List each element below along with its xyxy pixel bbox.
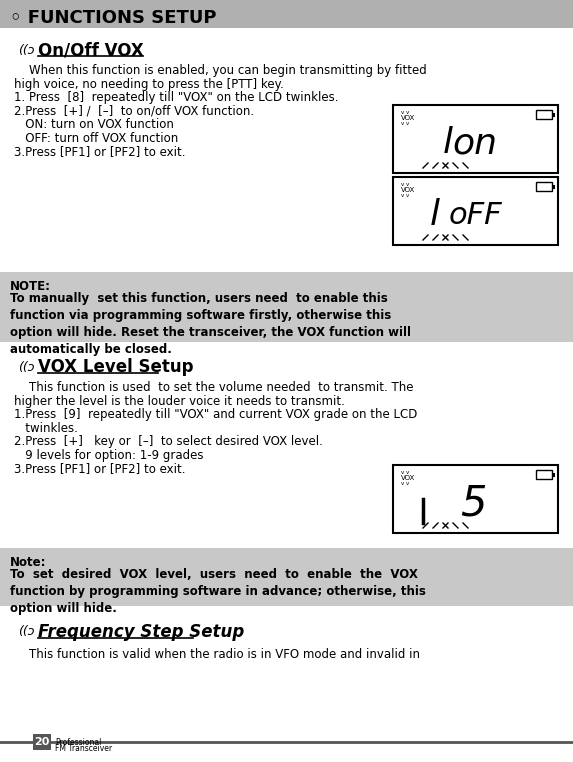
Text: l: l bbox=[430, 198, 440, 232]
Text: 3.Press [PF1] or [PF2] to exit.: 3.Press [PF1] or [PF2] to exit. bbox=[14, 462, 186, 475]
Text: FM Transceiver: FM Transceiver bbox=[55, 744, 112, 753]
Text: higher the level is the louder voice it needs to transmit.: higher the level is the louder voice it … bbox=[14, 395, 345, 408]
Bar bbox=[0, 548, 573, 606]
Bar bbox=[0, 272, 573, 342]
Text: VOX Level Setup: VOX Level Setup bbox=[38, 358, 194, 376]
Text: VOX: VOX bbox=[401, 187, 415, 193]
Bar bbox=[552, 113, 555, 117]
Bar bbox=[0, 0, 573, 28]
Text: When this function is enabled, you can begin transmitting by fitted: When this function is enabled, you can b… bbox=[14, 64, 427, 77]
Text: v v: v v bbox=[401, 470, 409, 475]
Text: ((ɔ: ((ɔ bbox=[18, 43, 34, 56]
Bar bbox=[393, 465, 558, 533]
Bar bbox=[393, 177, 558, 245]
Text: v v: v v bbox=[401, 481, 409, 486]
Bar bbox=[536, 110, 552, 119]
Text: v v: v v bbox=[401, 193, 409, 198]
Text: twinkles.: twinkles. bbox=[14, 421, 78, 434]
Text: To manually  set this function, users need  to enable this
function via programm: To manually set this function, users nee… bbox=[10, 292, 411, 356]
Text: l: l bbox=[443, 126, 453, 160]
Text: ON: turn on VOX function: ON: turn on VOX function bbox=[14, 118, 174, 131]
Text: 2.Press  [+]   key or  [–]  to select desired VOX level.: 2.Press [+] key or [–] to select desired… bbox=[14, 435, 323, 448]
Text: 1. Press  [8]  repeatedly till "VOX" on the LCD twinkles.: 1. Press [8] repeatedly till "VOX" on th… bbox=[14, 91, 339, 104]
Text: high voice, no needing to press the [PTT] key.: high voice, no needing to press the [PTT… bbox=[14, 78, 284, 91]
Text: To  set  desired  VOX  level,  users  need  to  enable  the  VOX
function by pro: To set desired VOX level, users need to … bbox=[10, 568, 426, 615]
Text: VOX: VOX bbox=[401, 115, 415, 121]
Bar bbox=[536, 182, 552, 191]
Text: 9 levels for option: 1-9 grades: 9 levels for option: 1-9 grades bbox=[14, 449, 203, 462]
Bar bbox=[552, 185, 555, 189]
Text: Note:: Note: bbox=[10, 556, 46, 569]
Text: on: on bbox=[453, 126, 497, 160]
Text: ((ɔ: ((ɔ bbox=[18, 626, 34, 639]
Text: 1.Press  [9]  repeatedly till "VOX" and current VOX grade on the LCD: 1.Press [9] repeatedly till "VOX" and cu… bbox=[14, 408, 417, 421]
Text: NOTE:: NOTE: bbox=[10, 280, 51, 293]
Bar bbox=[33, 734, 51, 750]
Text: v v: v v bbox=[401, 110, 409, 115]
Text: v v: v v bbox=[401, 121, 409, 126]
Text: ◦ FUNCTIONS SETUP: ◦ FUNCTIONS SETUP bbox=[10, 9, 217, 27]
Bar bbox=[536, 470, 552, 479]
Text: v v: v v bbox=[401, 182, 409, 187]
Bar bbox=[552, 473, 555, 477]
Text: This function is used  to set the volume needed  to transmit. The: This function is used to set the volume … bbox=[14, 381, 414, 394]
Text: VOX: VOX bbox=[401, 475, 415, 481]
Text: oFF: oFF bbox=[448, 200, 502, 229]
Text: 3.Press [PF1] or [PF2] to exit.: 3.Press [PF1] or [PF2] to exit. bbox=[14, 145, 186, 158]
Text: OFF: turn off VOX function: OFF: turn off VOX function bbox=[14, 132, 178, 145]
Bar bbox=[393, 105, 558, 173]
Text: 5: 5 bbox=[460, 482, 486, 524]
Text: On/Off VOX: On/Off VOX bbox=[38, 41, 144, 59]
Text: Professional: Professional bbox=[55, 738, 101, 747]
Text: 20: 20 bbox=[34, 737, 50, 747]
Text: This function is valid when the radio is in VFO mode and invalid in: This function is valid when the radio is… bbox=[14, 648, 424, 661]
Text: 2.Press  [+] /  [–]  to on/off VOX function.: 2.Press [+] / [–] to on/off VOX function… bbox=[14, 104, 254, 117]
Text: ((ɔ: ((ɔ bbox=[18, 360, 34, 373]
Text: Frequency Step Setup: Frequency Step Setup bbox=[38, 623, 244, 641]
